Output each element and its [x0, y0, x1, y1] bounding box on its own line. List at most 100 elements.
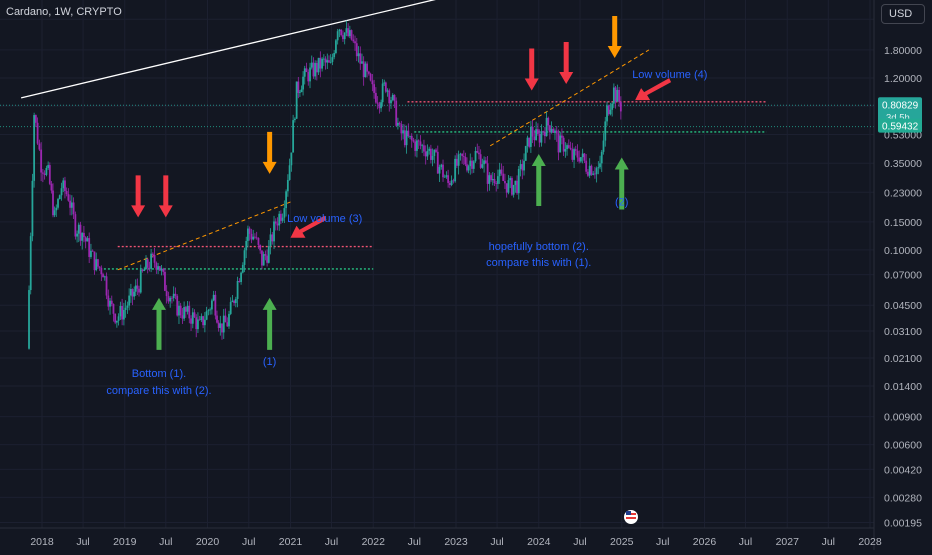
candle	[435, 148, 437, 153]
candle	[34, 114, 37, 128]
candle-body	[269, 234, 272, 247]
candle-body	[486, 163, 489, 184]
candle-body	[130, 289, 132, 296]
candle-body	[295, 81, 298, 119]
candle	[452, 178, 455, 184]
candle	[295, 81, 298, 119]
currency-button[interactable]: USD	[881, 4, 925, 24]
candle	[252, 229, 255, 241]
candle-body	[298, 92, 301, 93]
arrow-shape	[635, 78, 672, 101]
candle	[547, 116, 550, 131]
candle	[150, 248, 153, 273]
candle	[136, 278, 139, 296]
trendline	[489, 49, 650, 147]
candle	[247, 225, 249, 248]
x-tick-label: 2028	[858, 536, 882, 548]
arrow-shape	[131, 175, 146, 218]
candle	[443, 174, 446, 178]
candle	[609, 102, 612, 116]
candle-body	[490, 175, 492, 181]
candle-body	[352, 39, 355, 42]
candle-body	[264, 254, 267, 256]
y-tick-label: 0.00900	[884, 412, 922, 424]
candle	[31, 173, 34, 242]
candle	[335, 38, 337, 55]
candle	[274, 218, 277, 231]
event-flag-icon[interactable]	[624, 510, 638, 524]
candle-body	[554, 130, 556, 133]
price-badge-value: 0.59432	[882, 122, 919, 133]
candle	[122, 302, 125, 326]
candle-body	[290, 152, 293, 166]
candle	[130, 283, 132, 303]
candle-body	[261, 250, 263, 266]
candle-body	[60, 188, 63, 196]
candle-body	[419, 141, 422, 146]
candle-body	[50, 183, 53, 191]
candle-body	[606, 105, 608, 122]
candle	[378, 101, 381, 114]
candle-body	[357, 53, 360, 57]
x-tick-label: Jul	[656, 536, 669, 548]
candle	[328, 55, 330, 63]
candle	[428, 146, 431, 155]
candle	[157, 262, 160, 275]
candle	[40, 142, 43, 182]
arrow-shape	[524, 48, 539, 91]
candle-body	[578, 157, 581, 162]
candle	[521, 159, 524, 180]
candle	[504, 173, 506, 190]
candle-body	[228, 313, 230, 327]
candle	[105, 272, 108, 300]
candle	[616, 84, 619, 102]
candle-body	[255, 237, 258, 239]
candle-body	[134, 285, 137, 292]
candle-body	[33, 115, 36, 181]
candle	[545, 111, 548, 137]
candle-body	[236, 281, 239, 299]
arrow-shape	[158, 175, 173, 218]
candle-body	[141, 269, 144, 271]
candle	[266, 249, 268, 267]
candle	[464, 152, 467, 167]
candle-body	[274, 221, 277, 224]
candle	[478, 146, 480, 160]
candle	[367, 70, 370, 76]
candle	[342, 30, 344, 42]
candle-body	[280, 213, 282, 221]
candle-body	[65, 191, 68, 195]
candle-body	[38, 143, 41, 150]
candle	[28, 285, 30, 350]
candle	[315, 60, 318, 81]
candle	[550, 121, 553, 134]
price-levels	[0, 101, 874, 270]
candle	[338, 28, 341, 38]
candle-body	[497, 176, 499, 184]
candle-body	[102, 274, 104, 278]
candle	[114, 313, 117, 325]
y-tick-label: 0.00280	[884, 492, 922, 504]
candle-body	[190, 318, 192, 324]
candle-body	[245, 240, 248, 251]
candle	[226, 317, 229, 327]
candle	[469, 153, 472, 175]
candle-body	[371, 80, 374, 85]
arrow-shape	[151, 297, 166, 350]
candle	[440, 163, 443, 170]
candle	[604, 116, 607, 147]
candle-body	[36, 122, 39, 144]
candle	[109, 297, 111, 315]
candle-body	[331, 57, 334, 62]
candle	[326, 53, 329, 70]
candle	[110, 295, 113, 307]
candle	[207, 308, 210, 316]
candle-body	[340, 29, 343, 36]
candle	[454, 155, 457, 183]
y-tick-label: 0.03100	[884, 326, 922, 338]
candle-body	[254, 236, 256, 238]
candle	[383, 79, 386, 87]
candle-body	[160, 268, 163, 271]
